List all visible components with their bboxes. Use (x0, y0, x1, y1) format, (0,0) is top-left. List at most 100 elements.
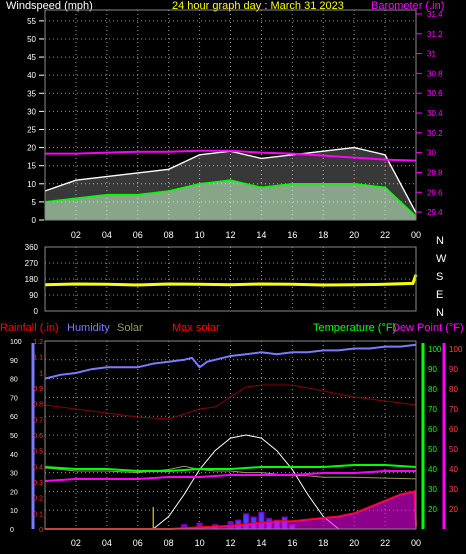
humidity-tick: 100 (10, 339, 22, 346)
wind-x-ticks: 02 04 06 08 10 12 14 16 18 20 22 00 (71, 230, 421, 240)
humidity-ticks: 0 10 20 30 40 50 60 70 80 90 100 (10, 339, 22, 534)
temperature-tick: 100 (428, 345, 442, 354)
x-tick-label: 14 (256, 538, 266, 548)
x-tick-label: 16 (287, 538, 297, 548)
x-tick-label: 04 (102, 230, 112, 240)
rain-tick: 0.7 (33, 417, 43, 424)
x-tick-label: 08 (164, 230, 174, 240)
humidity-tick: 30 (10, 471, 18, 478)
wind-y-tick: 30 (27, 107, 36, 116)
humidity-line (44, 343, 417, 380)
max_solar-line (152, 434, 340, 530)
dewpoint-tick: 80 (449, 385, 458, 394)
direction-y-tick: 270 (25, 259, 39, 268)
direction-grid (45, 247, 417, 311)
rain-tick: 0.2 (33, 496, 43, 503)
dewpoint-tick: 60 (449, 425, 458, 434)
rain-tick: 1.1 (33, 355, 43, 362)
uv-bar-1 (243, 514, 248, 529)
humidity-tick: 10 (10, 508, 18, 515)
humidity-tick: 50 (10, 433, 18, 440)
compass-label: W (436, 253, 447, 265)
rain-ticks: 0 0.1 0.2 0.3 0.4 0.5 0.6 0.7 0.8 0.9 1 1.1 1.2 (33, 339, 43, 534)
x-tick-label: 00 (411, 230, 421, 240)
solar-bar-1 (196, 522, 203, 529)
direction-series (44, 274, 418, 287)
rain-tick: 0.4 (33, 464, 43, 471)
temperature-ticks: 20 30 40 50 60 70 80 90 100 (428, 345, 442, 514)
x-tick-label: 10 (195, 538, 205, 548)
x-tick-label: 18 (318, 230, 328, 240)
x-tick-label: 00 (411, 538, 421, 548)
dewpoint-tick: 70 (449, 405, 458, 414)
solar-line (44, 465, 417, 480)
temperature-line (44, 464, 417, 472)
temperature-tick: 60 (428, 425, 437, 434)
wind-y-tick: 55 (27, 17, 36, 26)
x-tick-label: 18 (318, 538, 328, 548)
dewpoint-tick: 50 (449, 445, 458, 454)
humidity-tick: 80 (10, 377, 18, 384)
rain-tick: 1.2 (33, 339, 43, 346)
x-tick-label: 04 (102, 538, 112, 548)
compass-label: E (436, 289, 443, 301)
legend-item: Max solar (172, 322, 220, 334)
climate-series (44, 343, 417, 530)
barometer-line (45, 149, 417, 162)
wind-y-tick: 35 (27, 89, 36, 98)
barometer-tick: 30.4 (427, 109, 443, 118)
wind-y-tick: 25 (27, 125, 36, 134)
x-tick-label: 12 (225, 538, 235, 548)
temperature-tick: 20 (428, 505, 437, 514)
dewpoint-tick: 30 (449, 485, 458, 494)
temperature-tick: 90 (428, 365, 437, 374)
x-tick-label: 10 (195, 230, 205, 240)
humidity-tick: 40 (10, 452, 18, 459)
x-tick-label: 22 (380, 538, 390, 548)
wind-y-tick: 5 (32, 198, 37, 207)
direction-line (44, 274, 418, 287)
climate-panel: Rainfall (.in) Humidity Solar Max solar Temp… (0, 322, 464, 548)
barometer-tick: 30.2 (427, 129, 443, 138)
temperature-tick: 50 (428, 445, 437, 454)
wind-y-tick: 40 (27, 71, 36, 80)
wind-y-tick: 10 (27, 180, 36, 189)
x-tick-label: 20 (349, 230, 359, 240)
x-tick-label: 20 (349, 538, 359, 548)
wind-y-tick: 0 (32, 216, 37, 225)
barometer-tick: 31.4 (427, 10, 443, 19)
legend-item: Temperature (°F) (313, 322, 396, 334)
compass-label: N (436, 307, 444, 319)
humidity-tick: 60 (10, 414, 18, 421)
dewpoint-tick: 20 (449, 505, 458, 514)
direction-y-tick: 360 (25, 243, 39, 252)
wind-chart-title: 24 hour graph day : March 31 2023 (172, 0, 344, 12)
rain-tick: 1 (39, 370, 43, 377)
max_temp_trace-line (44, 384, 417, 420)
uv-bar-3 (259, 513, 264, 529)
temperature-tick: 30 (428, 485, 437, 494)
legend-item: Humidity (67, 322, 110, 334)
direction-y-tick: 0 (34, 307, 39, 316)
humidity-tick: 70 (10, 395, 18, 402)
compass-label: N (436, 235, 444, 247)
temperature-tick: 70 (428, 405, 437, 414)
wind-y-ticks: 0 5 10 15 20 25 30 35 40 45 50 55 (27, 17, 44, 225)
direction-y-ticks: 0 90 180 270 360 (25, 243, 39, 316)
legend-item: Solar (117, 322, 143, 334)
rain-tick: 0.3 (33, 480, 43, 487)
wind-axis-label: Windspeed (mph) (6, 0, 93, 12)
dew_point-line (44, 470, 416, 482)
barometer-tick: 29.6 (427, 188, 443, 197)
dewpoint-ticks: 20 30 40 50 60 70 80 90 100 (449, 345, 463, 514)
dewpoint-tick: 90 (449, 365, 458, 374)
wind-y-tick: 50 (27, 35, 36, 44)
dewpoint-tick: 40 (449, 465, 458, 474)
barometer-tick: 29.8 (427, 168, 443, 177)
climate-grid (45, 341, 417, 529)
direction-y-tick: 180 (25, 275, 39, 284)
temperature-tick: 40 (428, 465, 437, 474)
x-tick-label: 06 (133, 538, 143, 548)
climate-x-ticks: 02 04 06 08 10 12 14 16 18 20 22 00 (71, 538, 421, 548)
